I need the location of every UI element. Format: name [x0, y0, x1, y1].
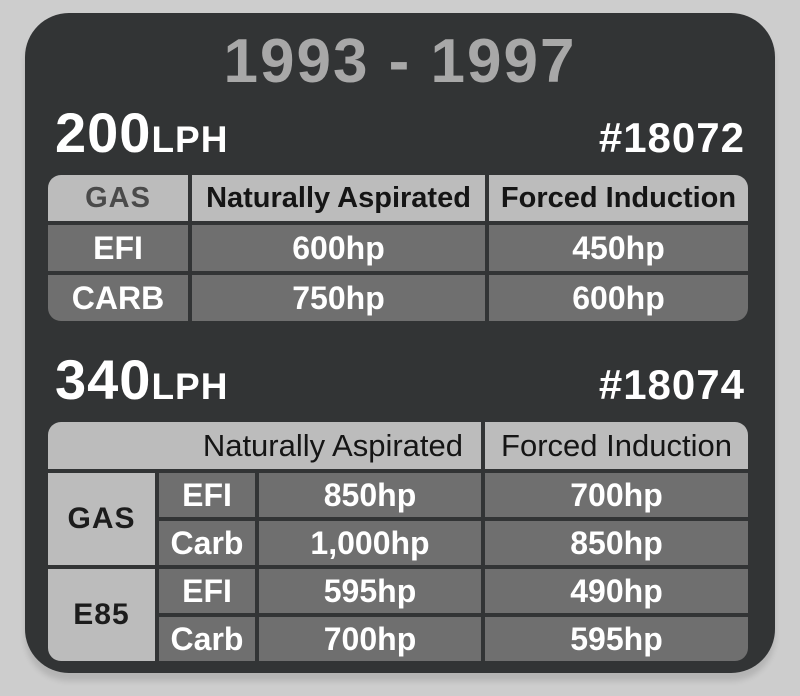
row-label-e85-carb: Carb — [159, 617, 255, 662]
row-label-gas-carb: Carb — [159, 521, 255, 566]
value-cell-e85-efi-fi: 490hp — [485, 569, 748, 614]
value-cell-e85-carb-fi: 595hp — [485, 617, 748, 662]
value-cell-gas-efi-na: 850hp — [259, 473, 481, 518]
row-label-gas-efi: EFI — [159, 473, 255, 518]
flow-rate-unit-200: LPH — [151, 119, 229, 161]
year-range-title: 1993 - 1997 — [223, 27, 577, 96]
section-340lph: 340LPH #18074 Naturally Aspirated Forced… — [25, 347, 775, 662]
fuel-pump-spec-card: 1993 - 1997 200LPH #18072 GAS Naturally … — [25, 13, 775, 673]
section-340lph-header: 340LPH #18074 — [55, 347, 745, 412]
pump-model-340: 340LPH — [55, 347, 228, 412]
row-label-e85-efi: EFI — [159, 569, 255, 614]
pump-model-200: 200LPH — [55, 100, 228, 165]
header-cell-naturally-aspirated: Naturally Aspirated — [192, 175, 485, 222]
row-label-carb: CARB — [48, 275, 188, 322]
value-cell-efi-na: 600hp — [192, 225, 485, 272]
fuel-group-gas: GAS — [48, 473, 155, 566]
header-cell-forced-induction: Forced Induction — [489, 175, 748, 222]
spec-table-200lph: GAS Naturally Aspirated Forced Induction… — [48, 175, 748, 322]
part-number-18074: #18074 — [598, 361, 745, 409]
value-cell-gas-efi-fi: 700hp — [485, 473, 748, 518]
row-label-efi: EFI — [48, 225, 188, 272]
value-cell-e85-carb-na: 700hp — [259, 617, 481, 662]
header-cell-gas: GAS — [48, 175, 188, 222]
header-cell-naturally-aspirated: Naturally Aspirated — [48, 422, 481, 470]
section-200lph-header: 200LPH #18072 — [55, 100, 745, 165]
value-cell-carb-na: 750hp — [192, 275, 485, 322]
flow-rate-200: 200 — [55, 101, 152, 165]
flow-rate-unit-340: LPH — [151, 366, 229, 408]
flow-rate-340: 340 — [55, 348, 152, 412]
value-cell-gas-carb-na: 1,000hp — [259, 521, 481, 566]
value-cell-efi-fi: 450hp — [489, 225, 748, 272]
part-number-18072: #18072 — [598, 114, 745, 162]
spec-table-340lph: Naturally Aspirated Forced Induction GAS… — [48, 422, 748, 662]
value-cell-carb-fi: 600hp — [489, 275, 748, 322]
section-200lph: 200LPH #18072 GAS Naturally Aspirated Fo… — [25, 100, 775, 322]
value-cell-gas-carb-fi: 850hp — [485, 521, 748, 566]
fuel-group-e85: E85 — [48, 569, 155, 662]
header-cell-forced-induction: Forced Induction — [485, 422, 748, 470]
value-cell-e85-efi-na: 595hp — [259, 569, 481, 614]
